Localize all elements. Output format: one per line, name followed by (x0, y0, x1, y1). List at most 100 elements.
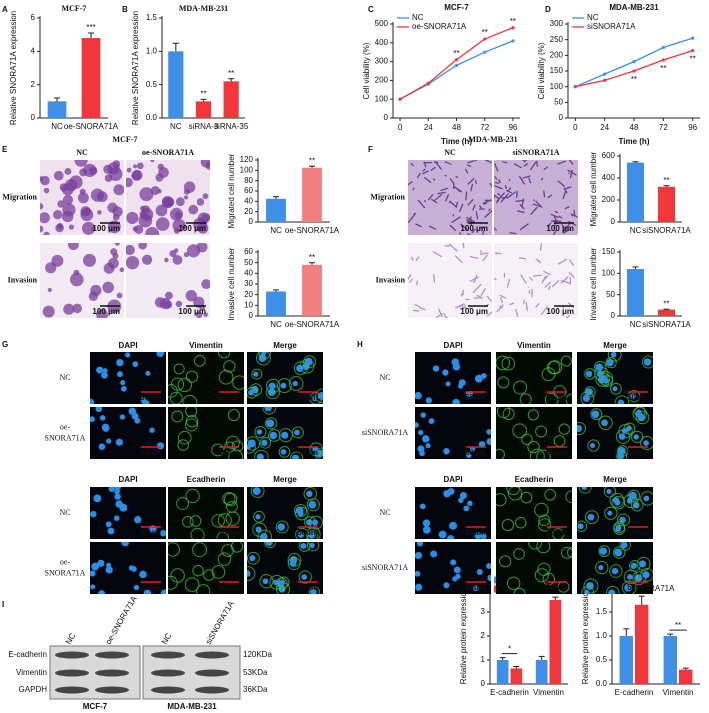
x-tick-label: 72 (480, 123, 489, 132)
column-label: Merge (273, 475, 297, 484)
image-bg (496, 542, 572, 594)
error-bar (228, 78, 235, 82)
nucleus (476, 569, 483, 575)
scale-label: 50um (465, 583, 486, 592)
nucleus (255, 514, 261, 520)
cytoplasm (567, 546, 572, 559)
cell (540, 305, 549, 316)
error-bar (309, 262, 315, 265)
micrograph (90, 407, 166, 459)
cell (418, 306, 426, 311)
nucleus (463, 505, 470, 512)
cytoplasm (190, 527, 205, 539)
significance: ** (690, 55, 696, 64)
nucleus (452, 398, 460, 404)
cell (408, 278, 413, 284)
y-axis-label: Relative protein expression (459, 588, 468, 685)
cell (478, 208, 485, 211)
cytoplasm (496, 407, 511, 419)
y-tick-label: 1.5 (596, 607, 608, 616)
cell (414, 303, 421, 308)
cytoplasm (289, 451, 304, 459)
cytoplasm (247, 551, 260, 565)
scale-label: 100 μm (460, 224, 488, 233)
cytoplasm (288, 376, 304, 391)
nucleus (141, 400, 150, 404)
cell (543, 190, 546, 198)
row-label: siSNORA71A (362, 428, 408, 437)
cell (471, 228, 476, 234)
cytoplasm (182, 394, 198, 404)
cell (482, 254, 489, 262)
x-tick-label: oe-SNORA71A (285, 226, 340, 235)
y-tick-label: 0.0 (596, 679, 608, 688)
cytoplasm (298, 570, 312, 584)
cytoplasm (521, 433, 533, 445)
y-tick-label: 0 (559, 113, 564, 122)
chart-title: MCF-7 (62, 4, 87, 13)
cell (499, 294, 507, 299)
nucleus (98, 590, 106, 594)
y-axis-label: Migrated cell number (227, 153, 236, 228)
cell (40, 212, 50, 224)
band (195, 669, 229, 677)
cell (175, 197, 185, 207)
scale-label: 50um (546, 448, 567, 457)
cytoplasm (587, 439, 600, 452)
nucleus (420, 412, 427, 418)
micrograph (577, 487, 653, 539)
y-tick-label: 40 (244, 196, 253, 205)
cytoplasm (259, 574, 274, 589)
nucleus (416, 542, 424, 547)
y-tick-label: 0.0 (146, 113, 158, 122)
cell (522, 175, 531, 179)
nucleus (256, 453, 264, 459)
cell (550, 220, 558, 223)
significance: ** (663, 299, 669, 308)
significance: *** (86, 23, 95, 32)
band (55, 651, 89, 659)
cytoplasm (607, 352, 622, 362)
y-tick-label: 100 (602, 268, 616, 277)
nucleus (459, 492, 468, 500)
legend-label: NC (587, 13, 599, 22)
cell (417, 199, 426, 209)
cell (423, 176, 432, 184)
nucleus (577, 424, 583, 433)
micrograph (90, 542, 166, 594)
nucleus (99, 415, 106, 421)
cell (509, 232, 517, 235)
nucleus (304, 357, 313, 366)
cell (550, 213, 559, 219)
cell (494, 194, 500, 200)
x-tick-label: siRNA-35 (214, 122, 249, 131)
cell (516, 210, 525, 214)
lane-label: NC (160, 631, 174, 646)
y-tick-label: 0 (249, 217, 254, 226)
cytoplasm (221, 544, 234, 557)
cell (430, 166, 436, 172)
y-tick-label: 0 (31, 113, 36, 122)
nucleus (107, 527, 115, 535)
cell (508, 178, 511, 182)
cell (462, 243, 465, 249)
nucleus (415, 570, 421, 577)
y-tick-label: 50 (606, 290, 615, 299)
cell (494, 277, 498, 281)
nucleus (143, 589, 152, 594)
figure-title: MDA-MB-231 (468, 135, 517, 144)
y-axis-label: Invasive cell number (227, 247, 236, 320)
chart-title: MCF-7 (444, 3, 469, 12)
nucleus (296, 364, 304, 372)
cell (422, 170, 429, 175)
cell (467, 160, 475, 164)
bar (663, 636, 677, 684)
cell (541, 275, 547, 284)
cytoplasm (499, 555, 512, 568)
cytoplasm (211, 443, 225, 457)
x-tick-label: NC (270, 320, 282, 329)
column-label: Merge (603, 341, 627, 350)
cell (446, 316, 449, 318)
cell (72, 303, 83, 314)
cell (554, 210, 559, 214)
